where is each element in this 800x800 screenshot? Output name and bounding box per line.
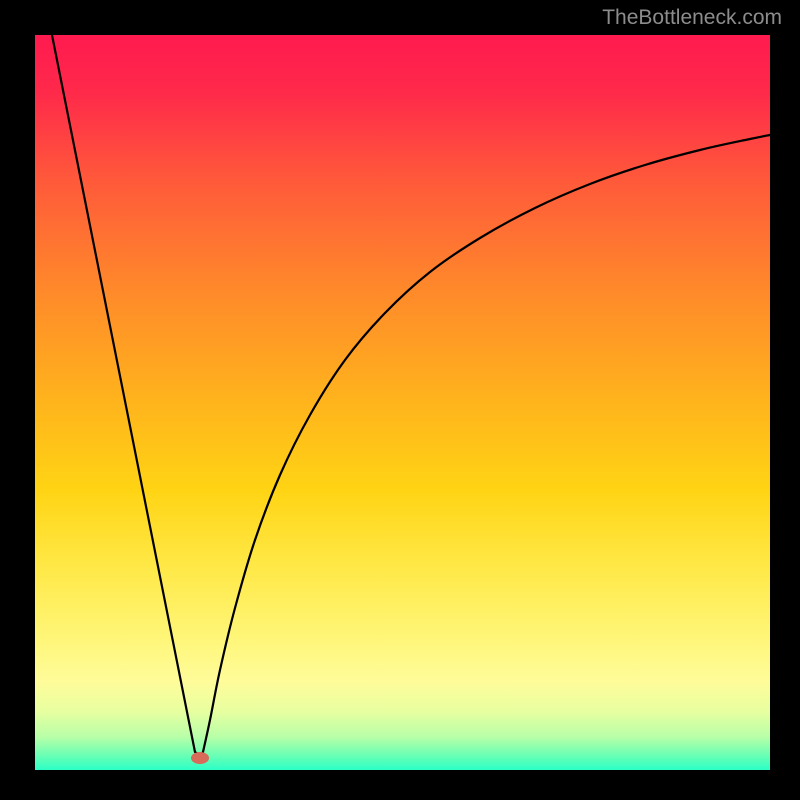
watermark-text: TheBottleneck.com — [602, 6, 782, 30]
chart-container: TheBottleneck.com — [0, 0, 800, 800]
gradient-background — [35, 35, 770, 770]
minimum-marker — [191, 752, 209, 764]
